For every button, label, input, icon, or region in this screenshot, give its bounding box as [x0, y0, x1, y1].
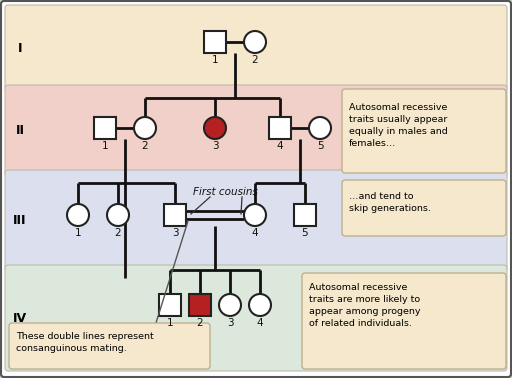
Text: Autosomal recessive
traits usually appear
equally in males and
females…: Autosomal recessive traits usually appea… — [349, 103, 448, 149]
Text: 5: 5 — [317, 141, 323, 151]
Ellipse shape — [219, 294, 241, 316]
FancyBboxPatch shape — [302, 273, 506, 369]
Text: …and tend to
skip generations.: …and tend to skip generations. — [349, 192, 431, 213]
Text: 4: 4 — [276, 141, 283, 151]
Text: 5: 5 — [302, 228, 308, 238]
Text: These double lines represent
consanguinous mating.: These double lines represent consanguino… — [16, 332, 154, 353]
Text: 1: 1 — [167, 318, 174, 328]
Text: 2: 2 — [252, 55, 259, 65]
Text: 2: 2 — [115, 228, 121, 238]
Bar — [159, 294, 181, 316]
Text: I: I — [18, 42, 22, 54]
Text: IV: IV — [13, 311, 27, 324]
Text: 1: 1 — [102, 141, 109, 151]
FancyBboxPatch shape — [5, 85, 507, 176]
FancyBboxPatch shape — [5, 5, 507, 91]
Bar — [189, 294, 211, 316]
Text: II: II — [15, 124, 25, 136]
Bar — [294, 204, 316, 226]
Text: 3: 3 — [227, 318, 233, 328]
FancyBboxPatch shape — [5, 265, 507, 371]
Text: 2: 2 — [197, 318, 203, 328]
Ellipse shape — [244, 204, 266, 226]
Text: 3: 3 — [211, 141, 218, 151]
FancyBboxPatch shape — [342, 89, 506, 173]
Text: 4: 4 — [252, 228, 259, 238]
Bar — [269, 117, 291, 139]
Bar — [94, 117, 116, 139]
Ellipse shape — [249, 294, 271, 316]
FancyBboxPatch shape — [342, 180, 506, 236]
Text: 3: 3 — [172, 228, 178, 238]
Ellipse shape — [67, 204, 89, 226]
Ellipse shape — [244, 31, 266, 53]
Ellipse shape — [204, 117, 226, 139]
Text: 1: 1 — [75, 228, 81, 238]
Bar — [164, 204, 186, 226]
Text: III: III — [13, 214, 27, 226]
Text: 4: 4 — [257, 318, 263, 328]
Text: Autosomal recessive
traits are more likely to
appear among progeny
of related in: Autosomal recessive traits are more like… — [309, 283, 420, 328]
Text: 2: 2 — [142, 141, 148, 151]
Bar — [204, 31, 226, 53]
Ellipse shape — [309, 117, 331, 139]
Ellipse shape — [107, 204, 129, 226]
Ellipse shape — [134, 117, 156, 139]
Text: First cousins: First cousins — [193, 187, 258, 197]
FancyBboxPatch shape — [5, 170, 507, 271]
Text: 1: 1 — [211, 55, 218, 65]
FancyBboxPatch shape — [9, 323, 210, 369]
